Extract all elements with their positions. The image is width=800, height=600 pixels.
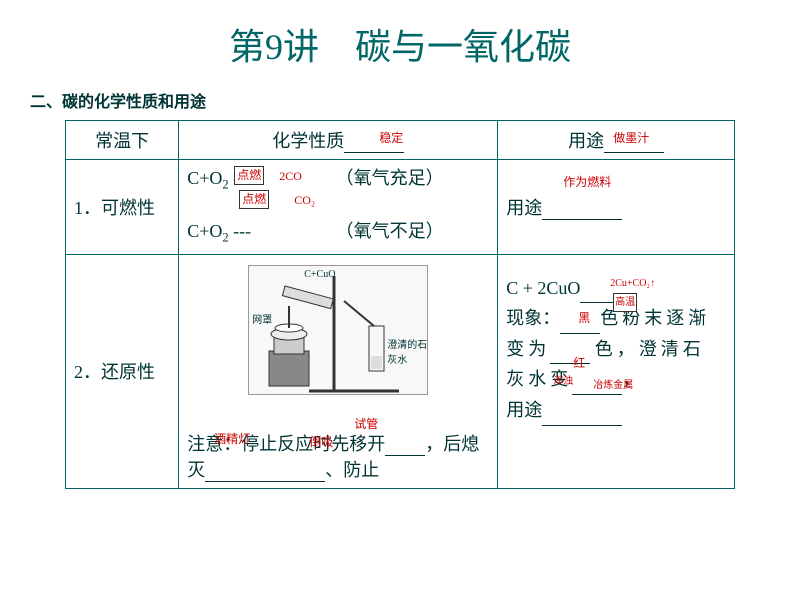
ann-hightemp: 高温 (613, 293, 637, 312)
blank-fuel (542, 202, 622, 220)
row-combustibility: 1．可燃性 C+O2 --- （氧气充足） 点燃 2CO 点燃 CO₂ C+O2… (66, 160, 735, 255)
row-reducibility: 2．还原性 C+CuO 网罩 澄清的石灰水 (66, 254, 735, 488)
header-col3: 用途 做墨汁 (498, 121, 735, 160)
ann-turbid: 浑浊 (553, 373, 573, 390)
main-table: 常温下 化学性质 稳定 用途 做墨汁 1．可燃性 C+O2 --- （氧气充足）… (65, 120, 735, 489)
ann-red: 红 (573, 353, 585, 373)
phenom-prefix: 现象： (506, 308, 560, 328)
ann-lamp: 酒精灯 (214, 430, 250, 447)
blank-use2 (542, 408, 622, 426)
ann-co2: CO₂ (294, 192, 315, 209)
eq2-sub: 2 (222, 231, 228, 245)
diagram-svg (249, 266, 429, 396)
header-col2: 化学性质 稳定 (179, 121, 498, 160)
ann-ignite1: 点燃 (234, 166, 264, 185)
eq1-note: （氧气充足） (336, 168, 444, 188)
ann-reaction: 2Cu+CO₂↑ (610, 275, 655, 292)
row1-use: 用途 作为燃料 (498, 160, 735, 255)
header-col3-text: 用途 (568, 131, 604, 151)
eq-cuO: C + 2CuO (506, 278, 580, 298)
ann-ink: 做墨汁 (613, 129, 649, 146)
ann-tube: 试管 (354, 415, 378, 432)
eq1-sub: 2 (222, 178, 228, 192)
eq2-note: （氧气不足） (336, 221, 444, 241)
eq2-left: C+O (187, 221, 222, 241)
eq2-dash: --- (233, 221, 251, 241)
row2-label: 2．还原性 (66, 254, 179, 488)
section-subtitle: 二、碳的化学性质和用途 (30, 88, 800, 112)
diag-label3: 澄清的石灰水 (387, 336, 427, 366)
header-col2-text: 化学性质 (272, 131, 344, 151)
ann-fuel: 作为燃料 (563, 173, 611, 190)
ann-stable: 稳定 (379, 129, 403, 146)
apparatus-diagram: C+CuO 网罩 澄清的石灰水 (248, 265, 428, 395)
row2-content: C+CuO 网罩 澄清的石灰水 酒精灯 试管 倒吸 注意：停止反应时先移开，后熄… (179, 254, 498, 488)
header-col1: 常温下 (66, 121, 179, 160)
blank-n1 (385, 438, 425, 456)
diag-label1: C+CuO (304, 269, 335, 280)
row1-label: 1．可燃性 (66, 160, 179, 255)
ann-metal: 冶炼金属 (593, 377, 633, 394)
blank-n2 (205, 464, 245, 482)
ann-2co: 2CO (279, 168, 302, 185)
row2-use-label: 用途 (506, 400, 542, 420)
header-row: 常温下 化学性质 稳定 用途 做墨汁 (66, 121, 735, 160)
note-end: 、防止 (325, 460, 379, 480)
row2-phenomena: C + 2CuO 2Cu+CO₂↑ 高温 现象：色粉末逐渐变为 黑 红 浑浊 冶… (498, 254, 735, 488)
eq1-left: C+O (187, 168, 222, 188)
ann-suck: 倒吸 (309, 433, 333, 450)
ann-black: 黑 (578, 308, 590, 328)
ann-ignite2: 点燃 (239, 190, 269, 209)
diag-label2: 网罩 (252, 311, 272, 326)
page-title: 第9讲 碳与一氧化碳 (0, 0, 800, 70)
row1-use-label: 用途 (506, 198, 542, 218)
row1-equations: C+O2 --- （氧气充足） 点燃 2CO 点燃 CO₂ C+O2 --- （… (179, 160, 498, 255)
blank-n3 (245, 464, 325, 482)
